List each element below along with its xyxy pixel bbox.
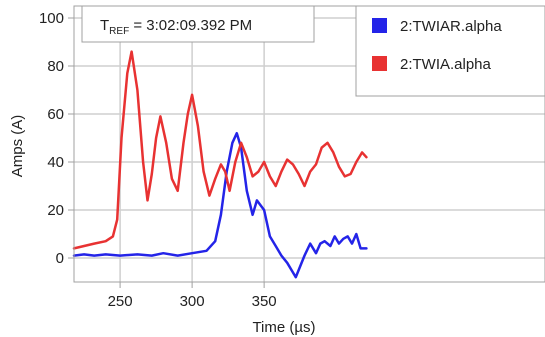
y-tick-label-80: 80 — [47, 58, 64, 75]
legend: 2:TWIAR.alpha 2:TWIA.alpha — [355, 5, 545, 97]
tref-subscript: REF — [109, 26, 129, 37]
series-line-1 — [72, 131, 368, 279]
tref-prefix: T — [100, 17, 109, 34]
y-axis-title: Amps (A) — [9, 115, 26, 178]
y-tick-label-20: 20 — [47, 202, 64, 219]
tref-value: = 3:02:09.392 PM — [129, 17, 252, 34]
tref-annotation: TREF = 3:02:09.392 PM — [81, 5, 315, 43]
legend-label-2: 2:TWIA.alpha — [400, 56, 492, 73]
y-tick-label-0: 0 — [56, 250, 64, 267]
legend-swatch-1 — [372, 18, 387, 33]
x-tick-label-350: 350 — [252, 293, 277, 310]
x-tick-label-250: 250 — [108, 293, 133, 310]
x-tick-label-300: 300 — [180, 293, 205, 310]
legend-swatch-2 — [372, 56, 387, 71]
series-layer — [72, 50, 368, 279]
x-axis-title: Time (µs) — [252, 319, 315, 336]
legend-label-1: 2:TWIAR.alpha — [400, 18, 502, 35]
series-line-2 — [72, 50, 368, 250]
tick-layer: 250 300 350 0 20 40 60 80 100 — [39, 10, 277, 310]
y-tick-label-100: 100 — [39, 10, 64, 27]
svg-text:TREF = 3:02:09.392 PM: TREF = 3:02:09.392 PM — [100, 17, 252, 37]
y-tick-label-40: 40 — [47, 154, 64, 171]
y-tick-label-60: 60 — [47, 106, 64, 123]
